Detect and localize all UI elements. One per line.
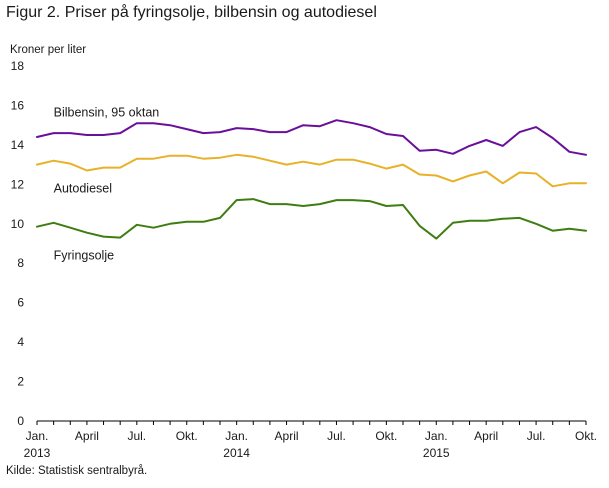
y-tick-label: 12 [11, 177, 25, 191]
series-labels: Bilbensin, 95 oktan Autodiesel Fyringsolje [54, 105, 160, 262]
x-tick-label: April [75, 429, 99, 443]
figure-title: Figur 2. Priser på fyringsolje, bilbensi… [6, 4, 377, 21]
x-year-label: 2015 [423, 446, 450, 460]
y-tick-label: 14 [11, 138, 25, 152]
x-tick-label: Jul. [527, 429, 546, 443]
y-tick-label: 16 [11, 98, 25, 112]
y-tick-label: 4 [17, 335, 24, 349]
series-lines [36, 119, 587, 240]
source-note: Kilde: Statistisk sentralbyrå. [6, 465, 148, 477]
x-axis: Jan. 2013 April Jul. Okt. Jan. 2014 April Jul. Ok… [24, 420, 597, 460]
y-tick-label: 10 [11, 217, 25, 231]
series-line [36, 119, 587, 156]
series-line [36, 198, 587, 240]
x-tick-label: Okt. [575, 429, 597, 443]
series-label: Autodiesel [54, 181, 112, 195]
x-tick-label: April [275, 429, 299, 443]
x-year-label: 2014 [223, 446, 250, 460]
x-tick-label: Okt. [176, 429, 198, 443]
series-label: Fyringsolje [54, 248, 114, 262]
series-line [36, 153, 587, 188]
x-tick-label: Jan. [26, 429, 49, 443]
y-tick-label: 2 [17, 375, 24, 389]
x-tick-label: April [474, 429, 498, 443]
x-tick-label: Jan. [225, 429, 248, 443]
x-tick-label: Jul. [327, 429, 346, 443]
y-tick-label: 18 [11, 59, 25, 73]
y-tick-label: 6 [17, 296, 24, 310]
y-axis-label: Kroner per liter [10, 44, 86, 56]
y-axis-ticks: 0 2 4 6 8 10 12 14 16 18 [11, 59, 25, 428]
x-year-label: 2013 [24, 446, 51, 460]
x-tick-label: Jul. [127, 429, 146, 443]
x-tick-label: Jan. [425, 429, 448, 443]
y-tick-label: 0 [17, 414, 24, 428]
y-tick-label: 8 [17, 256, 24, 270]
x-tick-label: Okt. [375, 429, 397, 443]
series-label: Bilbensin, 95 oktan [54, 105, 160, 119]
